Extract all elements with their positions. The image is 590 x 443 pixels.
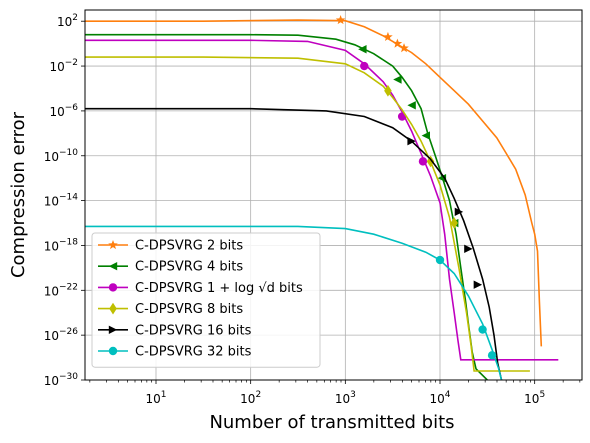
series-line	[85, 19, 543, 347]
data-point-marker	[478, 325, 487, 334]
data-point-marker	[358, 45, 367, 54]
y-tick-label: 102	[57, 13, 78, 29]
legend-label: C-DPSVRG 32 bits	[135, 345, 252, 360]
legend-marker	[108, 262, 118, 271]
legend-marker	[108, 239, 118, 250]
data-point-marker	[473, 280, 483, 289]
series-4	[85, 56, 530, 372]
legend: C-DPSVRG 2 bits C-DPSVRG 4 bits C-DPSVRG 1…	[91, 232, 321, 368]
y-tick-label: 10−18	[44, 237, 79, 253]
legend-marker	[108, 346, 118, 356]
y-tick-label: 10−22	[44, 282, 78, 298]
data-point-marker	[360, 61, 369, 71]
legend-box	[91, 232, 321, 368]
x-axis-label: Number of transmitted bits	[209, 412, 454, 433]
series-line	[85, 107, 503, 380]
y-axis-label: Compression error	[8, 111, 29, 278]
data-point-marker	[392, 38, 403, 48]
legend-marker	[108, 283, 118, 292]
legend-label: C-DPSVRG 8 bits	[135, 302, 243, 317]
data-point-marker	[383, 31, 393, 41]
x-tick-label: 103	[335, 390, 356, 406]
series-1	[85, 15, 543, 347]
y-tick-label: 10−14	[44, 193, 79, 209]
series-line	[85, 39, 559, 361]
x-tick-label: 105	[524, 390, 545, 406]
data-point-marker	[421, 131, 430, 140]
data-point-marker	[487, 351, 497, 360]
data-point-marker	[399, 43, 409, 53]
data-point-marker	[393, 75, 402, 84]
x-tick-label: 104	[429, 390, 450, 406]
data-point-marker	[435, 255, 445, 265]
y-tick-label: 10−6	[49, 103, 78, 119]
data-point-marker	[450, 217, 458, 229]
data-point-marker	[426, 155, 435, 168]
legend-marker	[109, 302, 117, 315]
series-lines	[85, 15, 559, 380]
y-tick-label: 10−30	[44, 372, 79, 388]
y-tick-label: 10−10	[44, 148, 79, 164]
data-point-marker	[407, 136, 416, 146]
data-point-marker	[384, 84, 392, 97]
x-tick-label: 102	[240, 390, 261, 406]
series-line	[85, 56, 530, 372]
y-tick-label: 10−2	[49, 58, 78, 74]
legend-label: C-DPSVRG 2 bits	[135, 239, 243, 254]
legend-label: C-DPSVRG 16 bits	[135, 323, 252, 338]
series-5	[85, 107, 503, 380]
series-6	[85, 225, 503, 380]
plot-frame	[84, 9, 583, 381]
data-point-marker	[454, 207, 464, 217]
data-point-marker	[418, 157, 428, 166]
legend-label: C-DPSVRG 4 bits	[135, 260, 243, 275]
data-point-marker	[335, 15, 346, 25]
legend-marker	[108, 325, 118, 334]
data-point-marker	[407, 101, 416, 110]
x-tick-label: 101	[145, 390, 166, 406]
y-tick-label: 10−26	[44, 327, 79, 343]
data-point-marker	[464, 244, 473, 254]
legend-label: C-DPSVRG 1 + log √d bits	[135, 281, 303, 296]
